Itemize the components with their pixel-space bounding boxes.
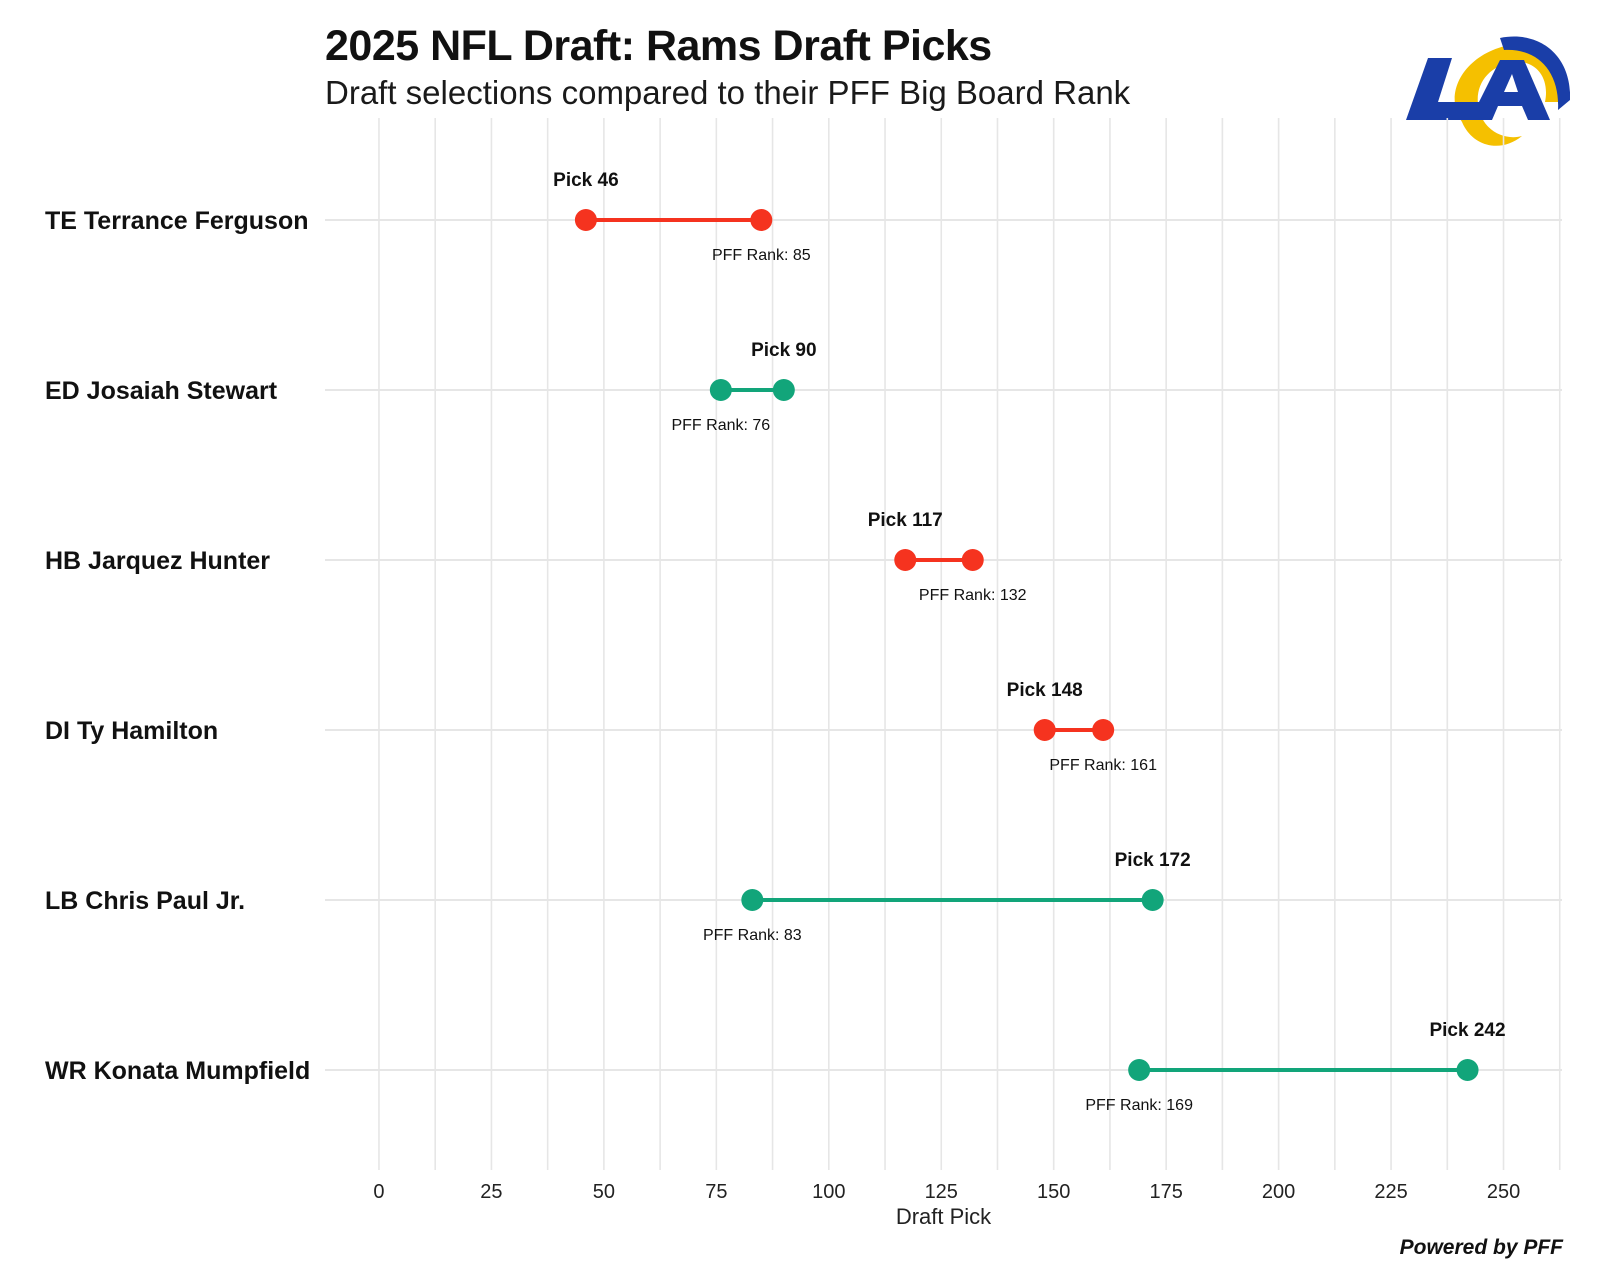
x-tick-label: 250 <box>1487 1181 1520 1203</box>
x-tick-label: 75 <box>705 1181 727 1203</box>
player-row: WR Konata Mumpfield Pick 242 PFF Rank: 169 <box>45 1020 1506 1114</box>
logo-arc <box>1500 36 1570 110</box>
grid-lines <box>325 118 1562 1170</box>
player-name-label: DI Ty Hamilton <box>45 717 218 745</box>
pick-label: Pick 172 <box>1115 850 1191 871</box>
player-row: TE Terrance Ferguson Pick 46 PFF Rank: 85 <box>45 170 811 264</box>
chart-title: 2025 NFL Draft: Rams Draft Picks <box>325 22 992 70</box>
pick-point <box>772 379 795 401</box>
x-tick-label: 125 <box>925 1181 958 1203</box>
pff-rank-label: PFF Rank: 83 <box>703 927 802 944</box>
pick-label: Pick 117 <box>868 510 943 531</box>
pff-rank-label: PFF Rank: 161 <box>1049 757 1157 774</box>
x-tick-label: 200 <box>1262 1181 1295 1203</box>
pick-point <box>1141 889 1164 911</box>
player-row: HB Jarquez Hunter Pick 117 PFF Rank: 132 <box>45 510 1027 604</box>
x-tick-label: 175 <box>1149 1181 1182 1203</box>
x-tick-label: 150 <box>1037 1181 1070 1203</box>
pick-label: Pick 46 <box>553 170 619 191</box>
pff-rank-label: PFF Rank: 85 <box>712 247 811 264</box>
player-row: ED Josaiah Stewart Pick 90 PFF Rank: 76 <box>45 340 817 434</box>
player-rows: TE Terrance Ferguson Pick 46 PFF Rank: 85 E… <box>45 170 1506 1114</box>
pff-rank-point <box>750 209 773 231</box>
player-name-label: ED Josaiah Stewart <box>45 377 278 405</box>
pff-rank-label: PFF Rank: 76 <box>671 417 770 434</box>
pick-point <box>574 209 597 231</box>
player-name-label: HB Jarquez Hunter <box>45 547 270 575</box>
pick-label: Pick 148 <box>1007 680 1083 701</box>
player-row: LB Chris Paul Jr. Pick 172 PFF Rank: 83 <box>45 850 1191 944</box>
pff-rank-point <box>1092 719 1115 741</box>
pick-point <box>1033 719 1056 741</box>
logo-letter-a <box>1470 60 1550 120</box>
x-axis-title: Draft Pick <box>896 1204 992 1229</box>
player-name-label: TE Terrance Ferguson <box>45 207 309 235</box>
pff-rank-point <box>961 549 984 571</box>
logo-letter-l <box>1406 58 1480 120</box>
player-name-label: LB Chris Paul Jr. <box>45 887 245 915</box>
player-name-label: WR Konata Mumpfield <box>45 1057 310 1085</box>
x-axis-ticks: 0 25 50 75 100 125 150 175 200 225 250 <box>373 1181 1520 1203</box>
pick-label: Pick 90 <box>751 340 817 361</box>
pff-rank-label: PFF Rank: 169 <box>1085 1097 1193 1114</box>
pff-rank-point <box>741 889 764 911</box>
pick-point <box>894 549 917 571</box>
x-tick-label: 25 <box>480 1181 502 1203</box>
powered-by-credit: Powered by PFF <box>1399 1236 1563 1259</box>
la-rams-logo-icon <box>1406 36 1570 146</box>
x-tick-label: 50 <box>593 1181 615 1203</box>
pff-rank-label: PFF Rank: 132 <box>919 587 1027 604</box>
pff-rank-point <box>709 379 732 401</box>
pick-label: Pick 242 <box>1429 1020 1505 1041</box>
x-tick-label: 100 <box>812 1181 845 1203</box>
pick-point <box>1456 1059 1479 1081</box>
chart-subtitle: Draft selections compared to their PFF B… <box>325 74 1131 111</box>
x-tick-label: 0 <box>373 1181 384 1203</box>
x-tick-label: 225 <box>1374 1181 1407 1203</box>
player-row: DI Ty Hamilton Pick 148 PFF Rank: 161 <box>45 680 1157 774</box>
logo-horn <box>1454 43 1566 146</box>
pff-rank-point <box>1128 1059 1151 1081</box>
